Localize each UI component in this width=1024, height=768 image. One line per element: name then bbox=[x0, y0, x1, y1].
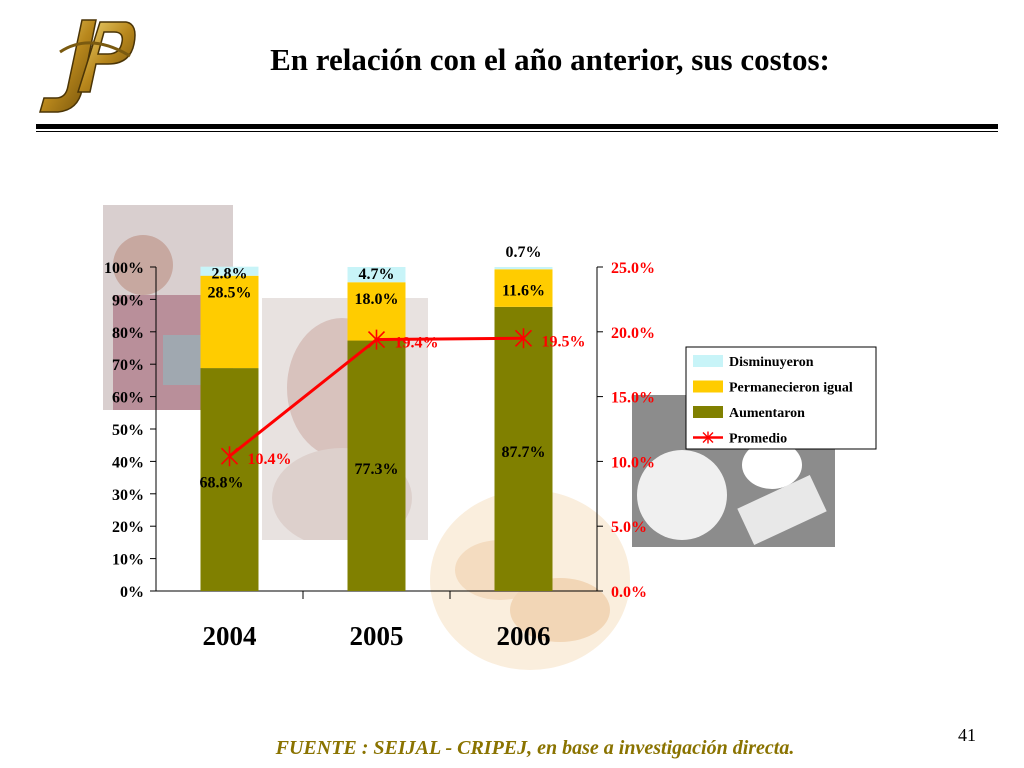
y-left-tick-label: 80% bbox=[112, 325, 144, 342]
slide-title: En relación con el año anterior, sus cos… bbox=[270, 42, 830, 77]
promedio-marker bbox=[367, 329, 386, 350]
y-left-tick-label: 20% bbox=[112, 519, 144, 536]
x-tick-label: 2004 bbox=[203, 621, 257, 651]
bar-disminuyeron bbox=[200, 266, 259, 276]
title-rule-thick bbox=[36, 124, 998, 129]
legend-swatch bbox=[693, 355, 723, 367]
y-right-tick-label: 5.0% bbox=[611, 519, 647, 536]
y-left-tick-label: 60% bbox=[112, 390, 144, 407]
y-right-tick-label: 0.0% bbox=[611, 584, 647, 601]
y-left-tick-label: 10% bbox=[112, 552, 144, 569]
promedio-label: 19.5% bbox=[542, 333, 586, 350]
data-label: 77.3% bbox=[355, 461, 399, 478]
data-label: 4.7% bbox=[359, 266, 395, 283]
title-rule-thin bbox=[36, 131, 998, 132]
x-tick-label: 2006 bbox=[497, 621, 551, 651]
legend-swatch bbox=[693, 406, 723, 418]
data-label: 0.7% bbox=[506, 244, 542, 261]
data-label: 28.5% bbox=[208, 285, 252, 302]
y-right-tick-label: 25.0% bbox=[611, 260, 655, 277]
promedio-label: 19.4% bbox=[395, 335, 439, 352]
bar-aumentaron bbox=[200, 368, 259, 591]
legend-marker bbox=[702, 431, 714, 444]
data-label: 68.8% bbox=[200, 475, 244, 492]
data-label: 87.7% bbox=[502, 444, 546, 461]
legend-label: Permanecieron igual bbox=[729, 381, 853, 396]
legend-swatch bbox=[693, 380, 723, 393]
bar-disminuyeron bbox=[494, 267, 553, 270]
legend-label: Disminuyeron bbox=[729, 355, 814, 370]
bar-permanecieron-igual bbox=[494, 269, 553, 307]
data-label: 2.8% bbox=[212, 266, 248, 283]
y-left-tick-label: 100% bbox=[104, 260, 144, 277]
data-label: 18.0% bbox=[355, 291, 399, 308]
y-left-tick-label: 30% bbox=[112, 487, 144, 504]
bar-permanecieron-igual bbox=[200, 275, 259, 369]
page-number: 41 bbox=[958, 725, 976, 745]
legend-label: Promedio bbox=[729, 432, 787, 447]
y-left-tick-label: 90% bbox=[112, 292, 144, 309]
source-footer: FUENTE : SEIJAL - CRIPEJ, en base a inve… bbox=[275, 737, 795, 759]
promedio-marker bbox=[514, 328, 533, 349]
y-right-tick-label: 20.0% bbox=[611, 325, 655, 342]
bar-disminuyeron bbox=[347, 267, 406, 283]
y-left-tick-label: 0% bbox=[120, 584, 144, 601]
y-left-tick-label: 50% bbox=[112, 422, 144, 439]
data-label: 11.6% bbox=[502, 282, 545, 299]
bar-aumentaron bbox=[347, 340, 406, 591]
y-left-tick-label: 40% bbox=[112, 454, 144, 471]
y-right-tick-label: 10.0% bbox=[611, 454, 655, 471]
promedio-marker bbox=[220, 446, 239, 467]
jsp-logo bbox=[39, 19, 136, 113]
x-tick-label: 2005 bbox=[350, 621, 404, 651]
y-right-tick-label: 15.0% bbox=[611, 390, 655, 407]
bar-aumentaron bbox=[494, 306, 553, 591]
legend-label: Aumentaron bbox=[729, 406, 805, 421]
promedio-label: 10.4% bbox=[248, 451, 292, 468]
y-left-tick-label: 70% bbox=[112, 357, 144, 374]
